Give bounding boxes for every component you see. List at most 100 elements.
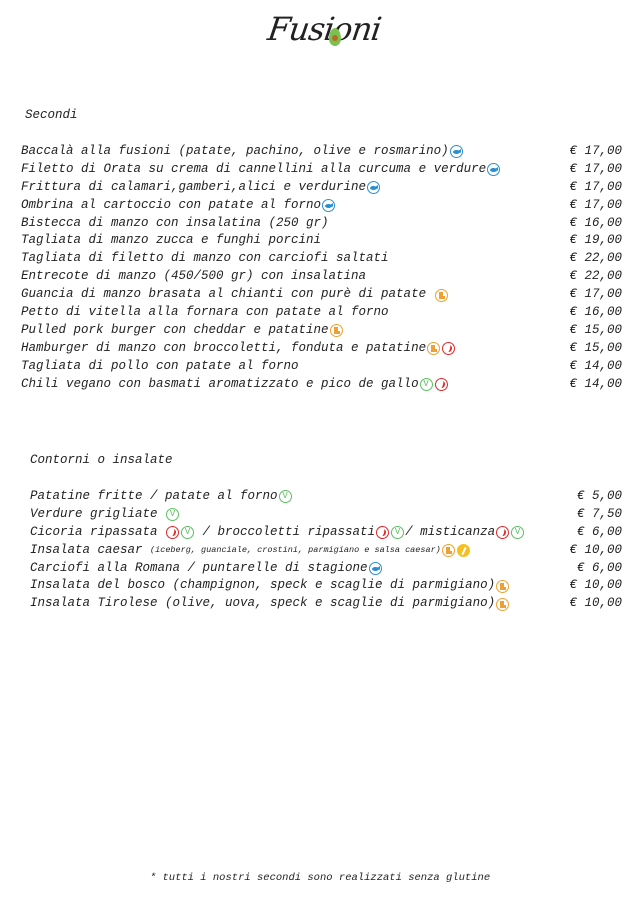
menu-item-price: € 6,00 bbox=[576, 524, 622, 539]
menu-item: Frittura di calamari,gamberi,alici e ver… bbox=[21, 179, 622, 197]
menu-item-text: Petto di vitella alla fornara con patate… bbox=[21, 305, 389, 320]
menu-item-price: € 10,00 bbox=[569, 542, 622, 557]
menu-item-price: € 6,00 bbox=[576, 560, 622, 575]
menu-item-text: / misticanza bbox=[405, 524, 496, 539]
vegan-icon bbox=[391, 526, 405, 540]
chili-icon bbox=[442, 342, 456, 356]
menu-item-price: € 17,00 bbox=[569, 144, 622, 158]
menu-item: Cicoria ripassata / broccoletti ripassat… bbox=[30, 524, 622, 542]
menu-item-text: Patatine fritte / patate al forno bbox=[30, 489, 278, 503]
menu-item-price: € 17,00 bbox=[569, 287, 622, 302]
menu-item-text: Hamburger di manzo con broccoletti, fond… bbox=[21, 340, 427, 355]
gluten-icon bbox=[456, 544, 470, 558]
menu-item-price: € 22,00 bbox=[569, 251, 622, 266]
fish-icon bbox=[449, 145, 463, 159]
menu-item-price: € 17,00 bbox=[569, 179, 622, 194]
menu-item: Insalata caesar (iceberg, guanciale, cro… bbox=[30, 542, 622, 560]
menu-item-name: Petto di vitella alla fornara con patate… bbox=[21, 304, 389, 322]
menu-item-text: Filetto di Orata su crema di cannellini … bbox=[21, 161, 487, 176]
menu-item-name: Pulled pork burger con cheddar e patatin… bbox=[21, 322, 344, 340]
menu-item-text: Carciofi alla Romana / puntarelle di sta… bbox=[30, 560, 368, 575]
fish-icon bbox=[487, 163, 501, 177]
menu-item-price: € 15,00 bbox=[569, 322, 622, 337]
menu-item-name: Guancia di manzo brasata al chianti con … bbox=[21, 286, 449, 304]
menu-item: Ombrina al cartoccio con patate al forno… bbox=[21, 197, 622, 215]
menu-item-text: Insalata Tirolese (olive, uova, speck e … bbox=[30, 596, 496, 611]
vegan-icon bbox=[511, 526, 525, 540]
menu-item-price: € 17,00 bbox=[569, 161, 622, 176]
menu-item: Hamburger di manzo con broccoletti, fond… bbox=[21, 340, 622, 358]
vegan-icon bbox=[166, 508, 180, 522]
menu-item-name: Tagliata di filetto di manzo con carciof… bbox=[21, 250, 389, 268]
menu-item-text: Baccalà alla fusioni (patate, pachino, o… bbox=[21, 144, 449, 158]
menu-item-text: Bistecca di manzo con insalatina (250 gr… bbox=[21, 215, 329, 230]
menu-item-name: Cicoria ripassata / broccoletti ripassat… bbox=[30, 524, 525, 542]
menu-item: Insalata Tirolese (olive, uova, speck e … bbox=[30, 595, 622, 613]
menu-item-name: Insalata caesar (iceberg, guanciale, cro… bbox=[30, 542, 471, 560]
menu-item-text: Insalata caesar bbox=[30, 542, 151, 557]
menu-item-price: € 16,00 bbox=[569, 305, 622, 320]
dairy-icon bbox=[441, 544, 455, 558]
menu-item-name: Filetto di Orata su crema di cannellini … bbox=[21, 161, 501, 179]
menu-item-description: (iceberg, guanciale, crostini, parmigian… bbox=[150, 544, 441, 555]
menu-item-name: Baccalà alla fusioni (patate, pachino, o… bbox=[21, 143, 464, 161]
vegan-icon bbox=[278, 490, 292, 504]
chili-icon bbox=[496, 526, 510, 540]
dairy-icon bbox=[427, 342, 441, 356]
dairy-icon bbox=[496, 597, 510, 611]
menu-item-price: € 16,00 bbox=[569, 215, 622, 230]
chili-icon bbox=[434, 378, 448, 392]
menu-item: Carciofi alla Romana / puntarelle di sta… bbox=[30, 560, 622, 578]
menu-item-name: Chili vegano con basmati aromatizzato e … bbox=[21, 376, 449, 394]
menu-item-name: Tagliata di pollo con patate al forno bbox=[21, 358, 299, 376]
menu-item-price: € 15,00 bbox=[569, 340, 622, 355]
dairy-icon bbox=[329, 324, 343, 338]
menu-item-name: Entrecote di manzo (450/500 gr) con insa… bbox=[21, 268, 366, 286]
menu-item-text: Tagliata di manzo zucca e funghi porcini bbox=[21, 233, 322, 248]
menu-item: Baccalà alla fusioni (patate, pachino, o… bbox=[21, 143, 622, 161]
chili-icon bbox=[166, 526, 180, 540]
fusioni-logo: Fusioni bbox=[265, 10, 383, 58]
menu-item: Petto di vitella alla fornara con patate… bbox=[21, 304, 622, 322]
menu-item-price: € 5,00 bbox=[576, 489, 622, 503]
menu-item-price: € 22,00 bbox=[569, 269, 622, 284]
dairy-icon bbox=[434, 288, 448, 302]
section-title-contorni: Contorni o insalate bbox=[30, 453, 173, 467]
fish-icon bbox=[368, 562, 382, 576]
menu-item-text: Ombrina al cartoccio con patate al forno bbox=[21, 197, 322, 212]
menu-item-name: Insalata Tirolese (olive, uova, speck e … bbox=[30, 595, 510, 613]
menu-item: Pulled pork burger con cheddar e patatin… bbox=[21, 322, 622, 340]
menu-item-text: Tagliata di filetto di manzo con carciof… bbox=[21, 251, 389, 266]
menu-item: Tagliata di pollo con patate al forno € 1… bbox=[21, 358, 622, 376]
menu-item-price: € 14,00 bbox=[569, 358, 622, 373]
dairy-icon bbox=[496, 579, 510, 593]
menu-item: Chili vegano con basmati aromatizzato e … bbox=[21, 376, 622, 394]
menu-item-price: € 10,00 bbox=[569, 596, 622, 611]
avocado-icon bbox=[329, 28, 341, 46]
footnote: * tutti i nostri secondi sono realizzati… bbox=[149, 872, 491, 884]
menu-item-name: Bistecca di manzo con insalatina (250 gr… bbox=[21, 215, 329, 233]
menu-item: Patatine fritte / patate al forno € 5,00 bbox=[30, 488, 622, 506]
menu-item-price: € 7,50 bbox=[576, 506, 622, 521]
menu-item: Insalata del bosco (champignon, speck e … bbox=[30, 577, 622, 595]
menu-item-text: Cicoria ripassata bbox=[30, 524, 166, 539]
menu-item: Entrecote di manzo (450/500 gr) con insa… bbox=[21, 268, 622, 286]
menu-item-text: Insalata del bosco (champignon, speck e … bbox=[30, 578, 496, 593]
menu-item-text: Pulled pork burger con cheddar e patatin… bbox=[21, 322, 329, 337]
menu-item-price: € 19,00 bbox=[569, 233, 622, 248]
menu-item: Tagliata di filetto di manzo con carciof… bbox=[21, 250, 622, 268]
menu-item-name: Insalata del bosco (champignon, speck e … bbox=[30, 577, 510, 595]
menu-item: Filetto di Orata su crema di cannellini … bbox=[21, 161, 622, 179]
secondi-list: Baccalà alla fusioni (patate, pachino, o… bbox=[21, 143, 622, 393]
vegan-icon bbox=[419, 378, 433, 392]
menu-item-text: / broccoletti ripassati bbox=[195, 524, 376, 539]
contorni-list: Patatine fritte / patate al forno € 5,00 V… bbox=[30, 488, 622, 613]
vegan-icon bbox=[181, 526, 195, 540]
menu-item-name: Tagliata di manzo zucca e funghi porcini bbox=[21, 232, 321, 250]
menu-item: Tagliata di manzo zucca e funghi porcini… bbox=[21, 232, 622, 250]
menu-item-text: Verdure grigliate bbox=[30, 506, 166, 521]
menu-item-price: € 17,00 bbox=[569, 197, 622, 212]
menu-item-text: Entrecote di manzo (450/500 gr) con insa… bbox=[21, 269, 367, 284]
menu-item-name: Hamburger di manzo con broccoletti, fond… bbox=[21, 340, 456, 358]
fish-icon bbox=[367, 181, 381, 195]
